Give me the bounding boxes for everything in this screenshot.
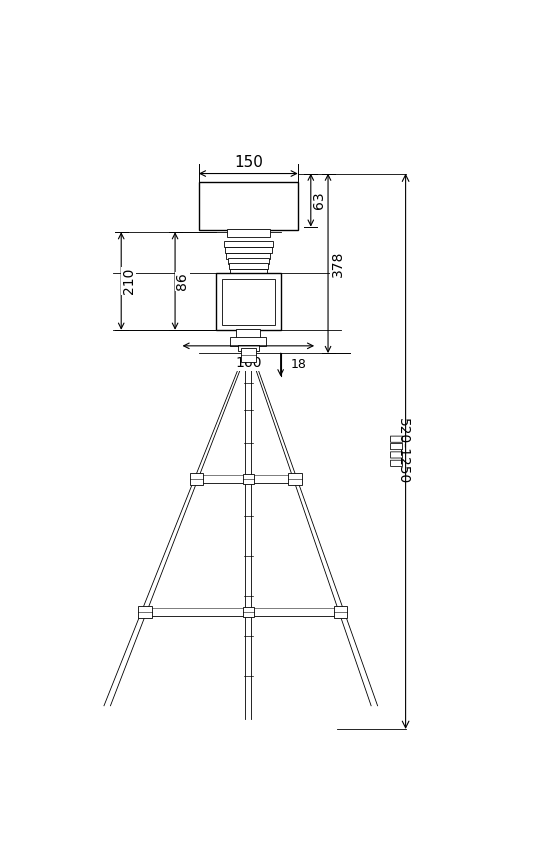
Text: 160: 160 [235, 357, 261, 371]
Bar [225, 247, 271, 253]
Text: 150: 150 [234, 155, 263, 169]
Bar [230, 269, 267, 275]
Bar [226, 252, 270, 258]
FancyBboxPatch shape [242, 607, 254, 617]
Text: 18: 18 [291, 358, 306, 371]
Text: 210: 210 [122, 268, 136, 295]
FancyBboxPatch shape [334, 606, 347, 618]
Bar [222, 279, 275, 325]
FancyBboxPatch shape [242, 473, 254, 484]
Text: 520-1250: 520-1250 [395, 418, 410, 484]
Bar [199, 182, 298, 230]
Bar [227, 258, 269, 264]
Text: 86: 86 [175, 272, 190, 290]
Bar [230, 336, 266, 346]
FancyBboxPatch shape [241, 348, 256, 362]
FancyBboxPatch shape [288, 473, 301, 485]
FancyBboxPatch shape [138, 606, 152, 618]
Bar [236, 328, 260, 338]
Bar [227, 229, 270, 237]
Bar [237, 345, 259, 351]
Bar [216, 273, 281, 330]
Text: 伸缩范围: 伸缩范围 [388, 435, 402, 467]
Bar [224, 241, 273, 247]
Text: 378: 378 [330, 251, 345, 276]
FancyBboxPatch shape [190, 473, 203, 485]
Text: 63: 63 [312, 191, 326, 209]
Bar [229, 264, 268, 270]
